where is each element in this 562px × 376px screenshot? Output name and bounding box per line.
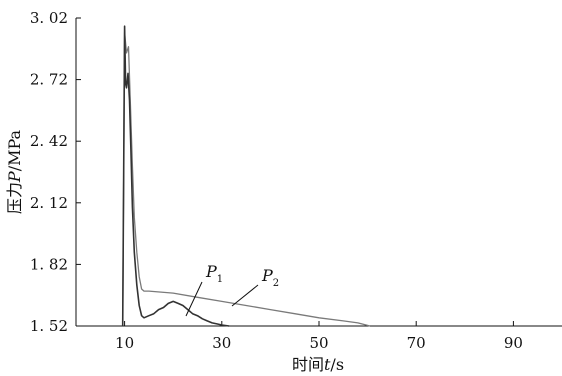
p2-leader-line — [231, 284, 259, 307]
y-axis-label: 压力P/MPa — [5, 129, 24, 214]
x-tick-label: 30 — [212, 334, 231, 352]
y-tick-label: 2. 42 — [30, 132, 68, 150]
p1-label: P1 — [205, 262, 223, 285]
series-line-p2 — [122, 31, 371, 327]
x-axis-label: 时间t/s — [292, 355, 344, 374]
plot-axes — [75, 17, 562, 327]
p1-leader-line — [185, 281, 203, 317]
x-tick-label: 70 — [407, 334, 426, 352]
tick-labels: 1. 52 1. 82 2. 12 2. 42 2. 72 3. 02 10 30 50 70 90 — [30, 9, 523, 352]
y-tick-label: 1. 52 — [30, 317, 68, 335]
y-tick-label: 2. 12 — [30, 194, 68, 212]
x-tick-label: 50 — [309, 334, 328, 352]
y-tick-label: 3. 02 — [30, 9, 68, 27]
y-tick-label: 1. 82 — [30, 255, 68, 273]
series-layer — [121, 25, 371, 327]
x-tick-label: 10 — [115, 334, 134, 352]
x-tick-label: 90 — [504, 334, 523, 352]
series-annotations: P1 P2 — [185, 262, 279, 317]
y-tick-label: 2. 72 — [30, 71, 68, 89]
p2-label: P2 — [261, 266, 279, 289]
series-line-p1 — [121, 25, 230, 327]
